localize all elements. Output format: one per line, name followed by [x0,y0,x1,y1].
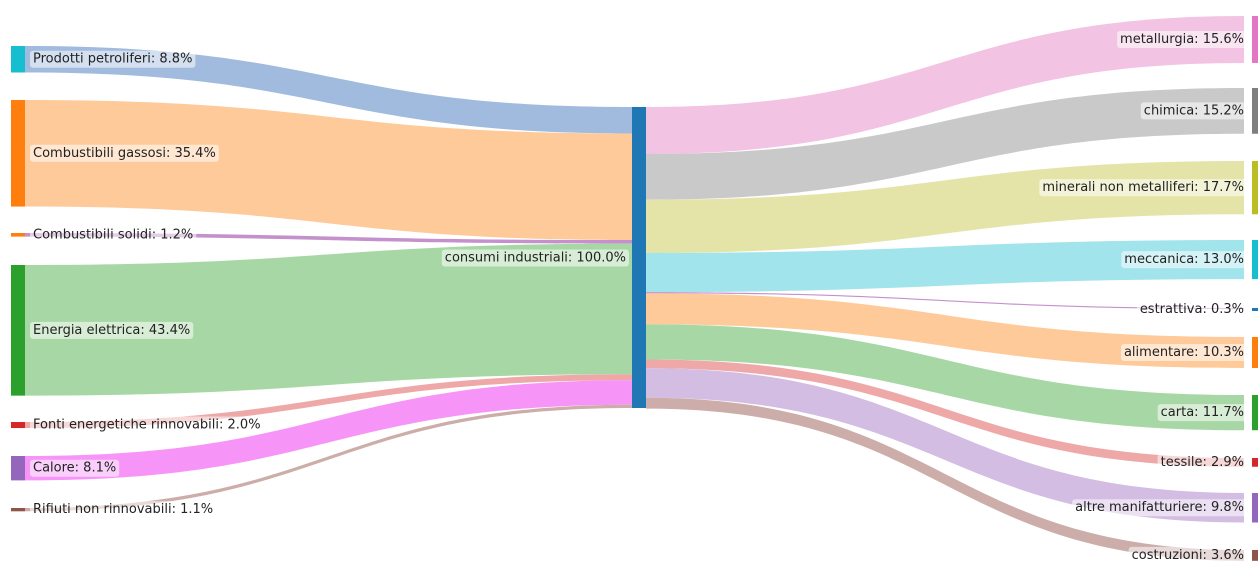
link-prodotti-petroliferi[interactable] [25,46,632,134]
label-costruzioni: costruzioni: 3.6% [1132,548,1244,562]
label-estrattiva-bg [1136,301,1247,318]
label-carta-bg [1157,404,1247,422]
label-combustibili-gassosi-bg [30,144,219,162]
link-metallurgia[interactable] [646,16,1244,154]
node-consumi-industriali[interactable] [632,107,646,408]
node-chimica[interactable] [1252,88,1258,134]
label-fonti-energetiche-rinnovabili-bg [30,416,264,434]
label-consumi-industriali: consumi industriali: 100.0% [445,251,626,266]
label-chimica: chimica: 15.2% [1144,103,1244,118]
node-energia-elettrica[interactable] [11,265,25,396]
label-minerali-non-metalliferi: minerali non metalliferi: 17.7% [1042,180,1244,195]
label-rifiuti-non-rinnovabili: Rifiuti non rinnovabili: 1.1% [33,502,213,517]
link-chimica[interactable] [646,88,1244,200]
node-fonti-energetiche-rinnovabili[interactable] [11,422,25,429]
label-energia-elettrica: Energia elettrica: 43.4% [33,323,190,338]
link-combustibili-gassosi[interactable] [25,100,632,241]
node-meccanica[interactable] [1252,240,1258,280]
label-fonti-energetiche-rinnovabili: Fonti energetiche rinnovabili: 2.0% [33,418,261,433]
label-combustibili-solidi: Combustibili solidi: 1.2% [33,227,193,242]
label-prodotti-petroliferi: Prodotti petroliferi: 8.8% [33,52,192,67]
link-alimentare[interactable] [646,293,1244,369]
label-altre-manifatturiere: altre manifatturiere: 9.8% [1075,500,1244,515]
node-carta[interactable] [1252,395,1258,431]
link-rifiuti-non-rinnovabili[interactable] [25,404,632,512]
node-tessile[interactable] [1252,458,1258,467]
label-combustibili-solidi-bg [30,226,197,244]
label-minerali-non-metalliferi-bg [1039,179,1247,197]
link-altre-manifatturiere[interactable] [646,368,1244,523]
label-calore: Calore: 8.1% [33,461,116,476]
link-meccanica[interactable] [646,240,1244,293]
label-meccanica-bg [1121,251,1247,269]
label-combustibili-gassosi: Combustibili gassosi: 35.4% [33,146,216,161]
label-metallurgia-bg [1117,30,1247,48]
label-calore-bg [30,459,120,477]
label-alimentare-bg [1120,344,1247,362]
label-carta: carta: 11.7% [1161,405,1244,420]
node-altre-manifatturiere[interactable] [1252,493,1258,523]
label-alimentare: alimentare: 10.3% [1124,345,1244,360]
node-combustibili-solidi[interactable] [11,233,25,237]
label-altre-manifatturiere-bg [1072,499,1247,517]
label-costruzioni-bg [1128,546,1247,562]
node-calore[interactable] [11,456,25,481]
node-combustibili-gassosi[interactable] [11,100,25,207]
label-estrattiva: estrattiva: 0.3% [1140,302,1244,317]
link-fonti-energetiche-rinnovabili[interactable] [25,374,632,429]
link-estrattiva[interactable] [646,292,1244,310]
label-meccanica: meccanica: 13.0% [1124,252,1244,267]
node-costruzioni[interactable] [1252,550,1258,561]
link-costruzioni[interactable] [646,397,1244,561]
label-tessile-bg [1157,453,1247,471]
link-tessile[interactable] [646,359,1244,467]
label-chimica-bg [1140,102,1247,120]
node-alimentare[interactable] [1252,337,1258,369]
node-prodotti-petroliferi[interactable] [11,46,25,73]
node-metallurgia[interactable] [1252,16,1258,63]
label-consumi-industriali-bg [441,249,629,267]
label-metallurgia: metallurgia: 15.6% [1120,32,1244,47]
node-minerali-non-metalliferi[interactable] [1252,161,1258,215]
node-estrattiva[interactable] [1252,308,1258,311]
link-carta[interactable] [646,324,1244,431]
label-rifiuti-non-rinnovabili-bg [30,501,217,519]
node-rifiuti-non-rinnovabili[interactable] [11,508,25,512]
link-calore[interactable] [25,380,632,481]
label-tessile: tessile: 2.9% [1161,455,1244,470]
label-energia-elettrica-bg [30,321,194,339]
link-energia-elettrica[interactable] [25,243,632,396]
label-prodotti-petroliferi-bg [30,50,196,68]
